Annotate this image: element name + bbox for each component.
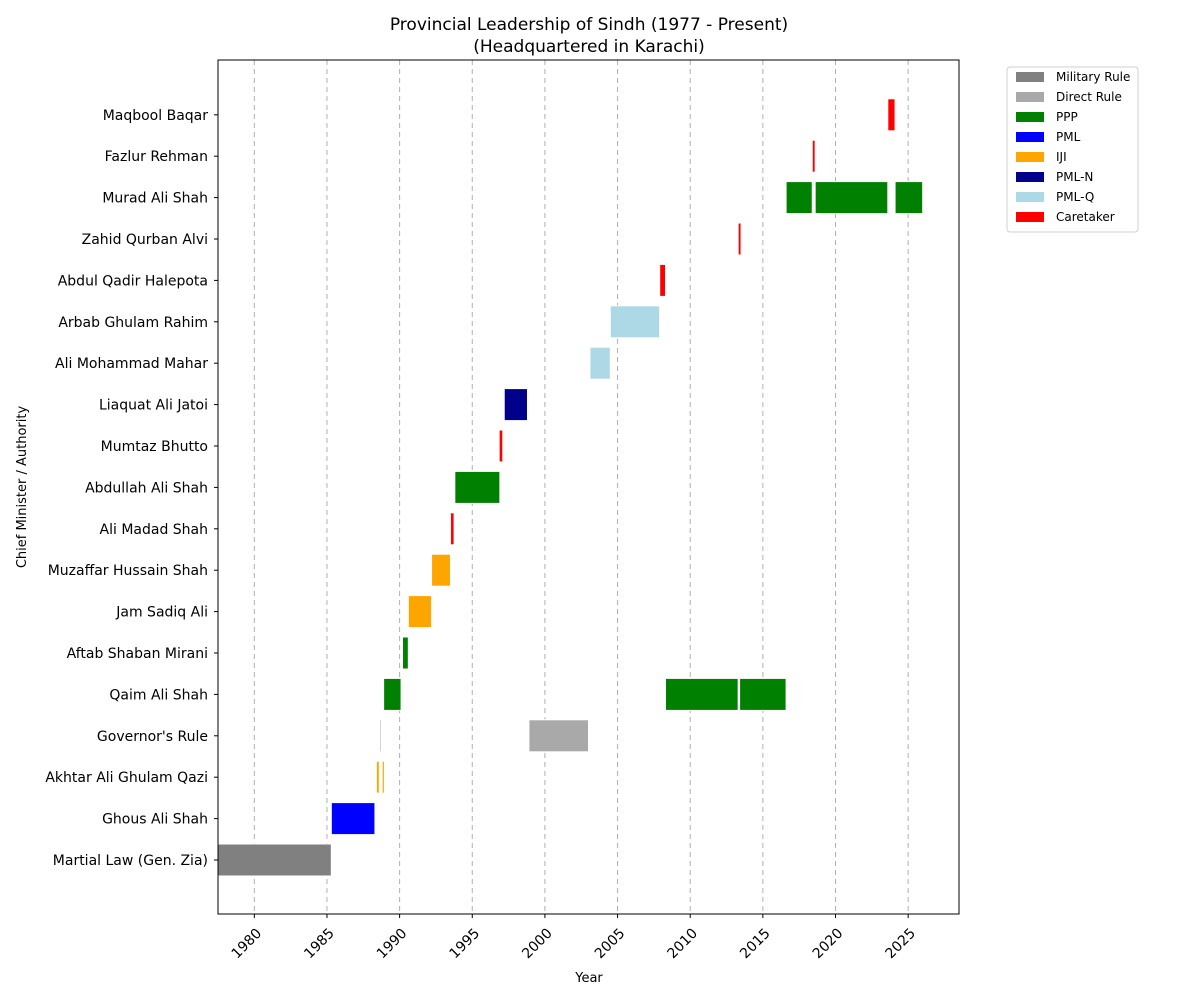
y-tick-label: Muzaffar Hussain Shah xyxy=(48,563,208,579)
bar-ppp xyxy=(785,181,813,215)
y-tick-label: Ali Madad Shah xyxy=(100,522,208,538)
legend-swatch xyxy=(1016,72,1044,82)
y-tick-label: Maqbool Baqar xyxy=(103,108,209,124)
legend-label: PML xyxy=(1056,130,1081,144)
bar-caretaker xyxy=(737,222,742,256)
legend-swatch xyxy=(1016,92,1044,102)
bar-pml-q xyxy=(589,346,611,380)
legend-swatch xyxy=(1016,172,1044,182)
y-tick-label: Qaim Ali Shah xyxy=(109,687,208,703)
y-tick-label: Jam Sadiq Ali xyxy=(115,605,208,621)
bar-ppp xyxy=(739,677,787,711)
y-tick-label: Akhtar Ali Ghulam Qazi xyxy=(45,770,208,786)
x-tick-label: 2005 xyxy=(592,926,629,963)
legend-label: PML-N xyxy=(1056,170,1093,184)
legend-swatch xyxy=(1016,132,1044,142)
x-tick-label: 2020 xyxy=(810,926,847,963)
legend-label: Caretaker xyxy=(1056,210,1115,224)
x-tick-label: 1985 xyxy=(301,926,338,963)
bar-ppp xyxy=(383,677,402,711)
legend-label: PPP xyxy=(1056,110,1078,124)
y-tick-label: Zahid Qurban Alvi xyxy=(82,232,208,248)
y-tick-label: Abdul Qadir Halepota xyxy=(58,273,208,289)
y-tick-label: Murad Ali Shah xyxy=(102,191,208,207)
y-tick-label: Mumtaz Bhutto xyxy=(101,439,208,455)
x-tick-label: 2025 xyxy=(882,926,919,963)
y-axis-title: Chief Minister / Authority xyxy=(15,406,30,569)
legend-label: PML-Q xyxy=(1056,190,1094,204)
chart-title-line2: (Headquartered in Karachi) xyxy=(473,37,705,57)
bar-direct-rule xyxy=(379,719,383,753)
legend: Military Rule Direct Rule PPP PML IJI PML-N PM… xyxy=(1006,66,1139,233)
legend-swatch xyxy=(1016,212,1044,222)
bar-caretaker xyxy=(498,429,504,463)
bar-caretaker xyxy=(887,98,896,132)
legend-swatch xyxy=(1016,192,1044,202)
bar-iji xyxy=(407,595,433,629)
bar-pml-q xyxy=(609,305,661,339)
legend-items: Military Rule Direct Rule PPP PML IJI PML-N PM… xyxy=(1016,70,1130,224)
bars-layer xyxy=(217,98,924,877)
chart-title-line1: Provincial Leadership of Sindh (1977 - P… xyxy=(390,15,788,35)
bar-ppp xyxy=(814,181,889,215)
y-axis-ticks: Martial Law (Gen. Zia) Ghous Ali Shah Akht… xyxy=(45,108,218,869)
bar-iji xyxy=(431,553,451,587)
legend-label: Direct Rule xyxy=(1056,90,1122,104)
bar-pml-n xyxy=(503,388,528,422)
legend-swatch xyxy=(1016,152,1044,162)
y-tick-label: Aftab Shaban Mirani xyxy=(67,646,208,662)
bar-pml xyxy=(330,802,376,836)
y-tick-label: Martial Law (Gen. Zia) xyxy=(53,853,208,869)
bar-iji xyxy=(375,760,380,794)
x-axis-title: Year xyxy=(574,971,603,986)
legend-swatch xyxy=(1016,112,1044,122)
legend-label: IJI xyxy=(1056,150,1067,164)
bar-direct-rule xyxy=(528,719,589,753)
bar-caretaker xyxy=(449,512,455,546)
y-tick-label: Ali Mohammad Mahar xyxy=(55,356,208,372)
bar-military-rule xyxy=(217,843,332,877)
x-tick-label: 1990 xyxy=(374,926,411,963)
y-tick-label: Liaquat Ali Jatoi xyxy=(99,398,208,414)
y-tick-label: Abdullah Ali Shah xyxy=(85,480,208,496)
bar-ppp xyxy=(894,181,924,215)
bar-ppp xyxy=(454,470,501,504)
bar-ppp xyxy=(402,636,409,670)
bar-caretaker xyxy=(811,139,816,173)
x-tick-label: 1995 xyxy=(447,926,484,963)
legend-frame xyxy=(1006,66,1139,233)
y-tick-label: Governor's Rule xyxy=(97,729,208,745)
bar-caretaker xyxy=(659,263,667,297)
y-tick-label: Fazlur Rehman xyxy=(105,149,208,165)
x-axis-ticks: 1980 1985 1990 1995 2000 2005 2010 2015 2020 2025 xyxy=(229,914,919,962)
y-tick-label: Ghous Ali Shah xyxy=(102,812,208,828)
bar-iji xyxy=(381,760,385,794)
x-tick-label: 2000 xyxy=(519,926,556,963)
x-tick-label: 2010 xyxy=(665,926,702,963)
x-tick-label: 1980 xyxy=(229,926,266,963)
legend-label: Military Rule xyxy=(1056,70,1130,84)
x-tick-label: 2015 xyxy=(737,926,774,963)
bar-ppp xyxy=(665,677,739,711)
y-tick-label: Arbab Ghulam Rahim xyxy=(58,315,208,331)
